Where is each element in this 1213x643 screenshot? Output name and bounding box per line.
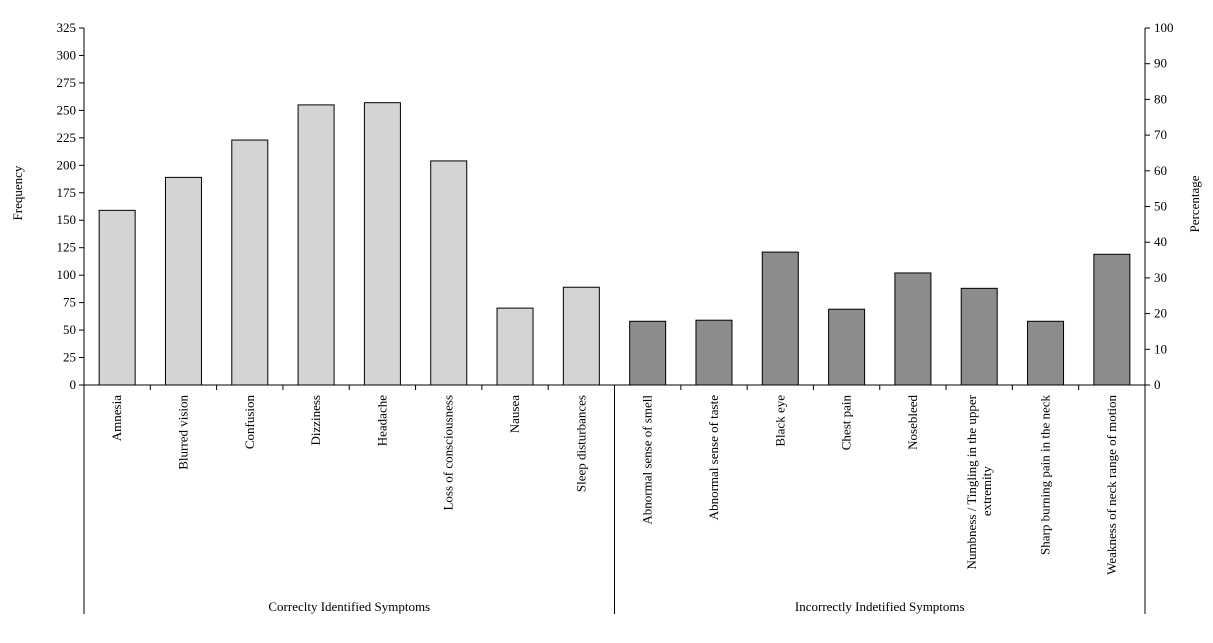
x-tick-label: Abnormal sense of taste: [706, 395, 721, 521]
bar: [297, 104, 335, 386]
x-tick-label-line: Dizziness: [308, 395, 323, 446]
y-tick-label: 325: [57, 20, 77, 35]
bar: [164, 176, 202, 386]
x-tick-label-line: Loss of consciousness: [441, 395, 456, 511]
y-tick-label: 75: [63, 295, 76, 310]
x-tick-label-line: Weakness of neck range of motion: [1104, 395, 1119, 575]
x-tick-label-line: extremity: [979, 466, 994, 516]
bar: [1027, 320, 1065, 386]
bar: [496, 307, 534, 386]
bar: [960, 287, 998, 386]
x-tick-label-line: Confusion: [242, 395, 257, 450]
y-tick-label: 25: [63, 350, 76, 365]
y2-tick-label: 80: [1154, 91, 1167, 106]
bars: [98, 102, 1131, 386]
y-tick-label: 200: [57, 157, 77, 172]
x-tick-label-line: Amnesia: [109, 395, 124, 441]
bar: [629, 320, 667, 386]
y-tick-label: 125: [57, 240, 77, 255]
bar: [828, 308, 866, 386]
y2-tick-label: 10: [1154, 341, 1167, 356]
x-tick-label-line: Black eye: [772, 395, 787, 447]
x-tick-label: Amnesia: [109, 395, 124, 441]
bar: [1093, 253, 1131, 386]
x-tick-label: Nosebleed: [905, 395, 920, 450]
x-tick-label: Sleep disturbances: [573, 395, 588, 492]
y2-tick-label: 90: [1154, 56, 1167, 71]
y-tick-label: 250: [57, 102, 77, 117]
x-tick-label-line: Blurred vision: [175, 395, 190, 470]
y-tick-label: 150: [57, 212, 77, 227]
group-label: Incorrectly Indetified Symptoms: [795, 599, 965, 614]
x-tick-label-line: Sleep disturbances: [573, 395, 588, 492]
labels: Amnesia Blurred vision Confusion Dizziness H…: [109, 394, 1119, 614]
x-tick-label-line: Abnormal sense of taste: [706, 395, 721, 521]
y2-tick-label: 30: [1154, 270, 1167, 285]
bar: [98, 209, 136, 386]
x-tick-label-line: Nosebleed: [905, 395, 920, 450]
axes: 0 25 50 75 100 125 150 175 200 225 250 275 300 325 0 10…: [57, 20, 1174, 614]
y-tick-label: 0: [70, 377, 77, 392]
x-tick-label: Numbness / Tingling in the upperextremit…: [964, 394, 994, 569]
bar: [695, 319, 733, 386]
x-tick-label-line: Headache: [374, 395, 389, 446]
x-tick-label-line: Abnormal sense of smell: [640, 395, 655, 525]
x-tick-label: Headache: [374, 395, 389, 446]
x-tick-label: Weakness of neck range of motion: [1104, 395, 1119, 575]
y-tick-label: 300: [57, 47, 77, 62]
y2-tick-label: 0: [1154, 377, 1161, 392]
x-tick-label-line: Sharp burning pain in the neck: [1038, 395, 1053, 555]
x-tick-label: Dizziness: [308, 395, 323, 446]
bar: [894, 272, 932, 386]
y2-tick-label: 100: [1154, 20, 1174, 35]
x-tick-label-line: Nausea: [507, 395, 522, 433]
x-tick-label-line: Numbness / Tingling in the upper: [964, 394, 979, 569]
y2-tick-label: 40: [1154, 234, 1167, 249]
y-tick-label: 175: [57, 185, 77, 200]
y-axis-title: Frequency: [10, 165, 25, 220]
bar: [761, 251, 799, 386]
y2-tick-label: 60: [1154, 163, 1167, 178]
group-label: Correclty Identified Symptoms: [268, 599, 430, 614]
y-tick-label: 100: [57, 267, 77, 282]
x-tick-label: Blurred vision: [175, 395, 190, 470]
bar: [562, 286, 600, 386]
x-tick-label: Nausea: [507, 395, 522, 433]
y-tick-label: 275: [57, 75, 77, 90]
y2-axis-title: Percentage: [1187, 175, 1202, 232]
y2-tick-label: 70: [1154, 127, 1167, 142]
x-tick-label: Confusion: [242, 395, 257, 450]
x-tick-label: Sharp burning pain in the neck: [1038, 395, 1053, 555]
x-tick-label: Chest pain: [839, 395, 854, 451]
bar: [231, 139, 269, 386]
y-tick-label: 225: [57, 130, 77, 145]
bar: [363, 102, 401, 386]
x-tick-label: Abnormal sense of smell: [640, 395, 655, 525]
y2-tick-label: 20: [1154, 306, 1167, 321]
x-tick-label: Black eye: [772, 395, 787, 447]
y2-tick-label: 50: [1154, 199, 1167, 214]
y-tick-label: 50: [63, 322, 76, 337]
x-tick-label-line: Chest pain: [839, 395, 854, 451]
x-tick-label: Loss of consciousness: [441, 395, 456, 511]
bar: [430, 160, 468, 386]
